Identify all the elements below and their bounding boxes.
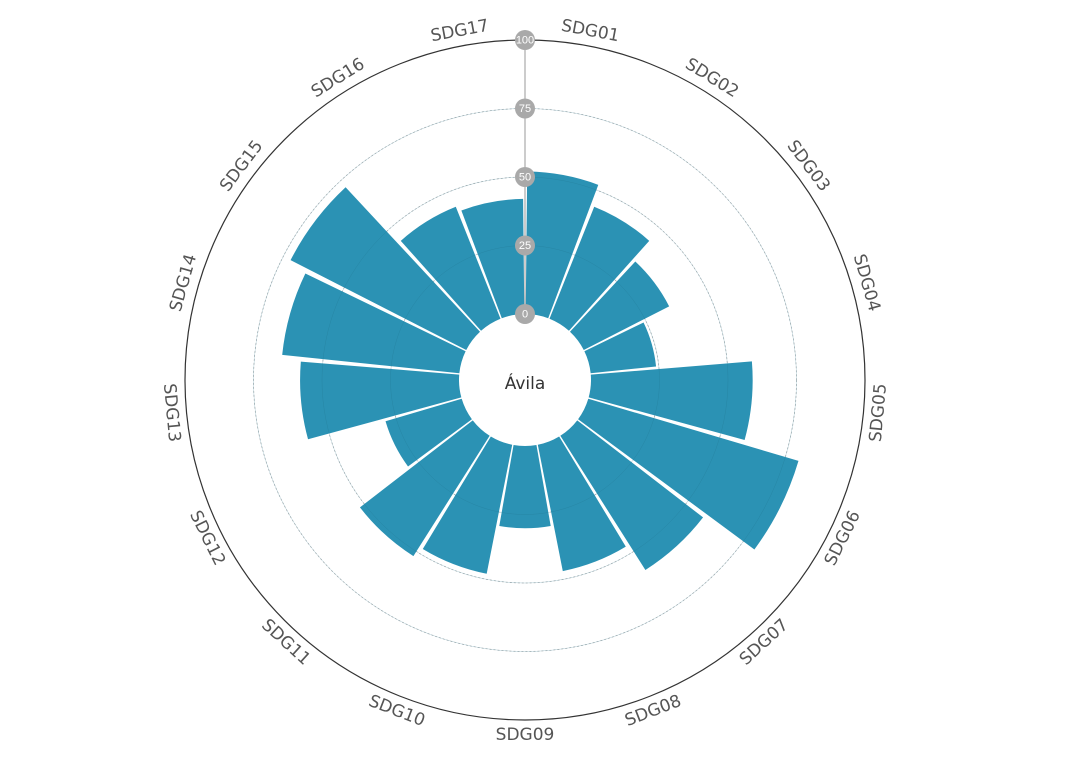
category-label-sdg03: SDG03 <box>783 137 834 196</box>
category-label-sdg07: SDG07 <box>736 615 793 669</box>
category-label-sdg12: SDG12 <box>185 508 229 569</box>
bar-sdg14 <box>282 273 466 374</box>
tick-label-0: 0 <box>522 308 528 320</box>
category-label-sdg02: SDG02 <box>682 54 742 102</box>
tick-badge-0 <box>515 304 535 324</box>
tick-badge-50 <box>515 167 535 187</box>
bar-sdg10 <box>422 436 513 574</box>
bar-sdg01 <box>525 171 599 319</box>
category-label-sdg10: SDG10 <box>366 691 428 731</box>
bar-sdg11 <box>359 420 490 557</box>
category-label-sdg05: SDG05 <box>866 383 891 443</box>
bar-sdg03 <box>569 261 670 350</box>
bar-layer <box>253 108 799 652</box>
bar-sdg06 <box>578 398 799 550</box>
grid-circle-75 <box>253 108 797 652</box>
bar-sdg15 <box>290 187 481 350</box>
bar-sdg04 <box>584 322 657 374</box>
tick-badge-25 <box>515 235 535 256</box>
bar-sdg12 <box>385 398 472 467</box>
bar-sdg16 <box>400 206 501 331</box>
category-label-sdg01: SDG01 <box>560 16 621 46</box>
center-label: Ávila <box>505 372 546 394</box>
bar-sdg02 <box>549 206 650 331</box>
tick-badge-75 <box>515 98 535 119</box>
bar-sdg05 <box>588 361 753 441</box>
bar-sdg07 <box>560 420 704 570</box>
category-label-sdg09: SDG09 <box>496 725 555 745</box>
bar-sdg17 <box>461 198 525 319</box>
category-label-sdg14: SDG14 <box>166 252 201 314</box>
bar-sdg13 <box>300 361 462 440</box>
category-label-sdg11: SDG11 <box>257 615 314 669</box>
category-label-sdg08: SDG08 <box>622 691 684 731</box>
category-label-sdg13: SDG13 <box>159 383 184 443</box>
axis-layer: 0 25 50 75 100 <box>515 30 535 324</box>
category-label-sdg04: SDG04 <box>849 252 884 314</box>
category-label-sdg16: SDG16 <box>308 54 368 102</box>
category-label-sdg06: SDG06 <box>821 508 865 569</box>
tick-badge-100 <box>515 30 535 50</box>
bar-sdg08 <box>537 436 626 572</box>
tick-label-100: 100 <box>516 34 534 46</box>
bar-sdg09 <box>499 444 551 529</box>
tick-label-25: 25 <box>519 240 531 252</box>
category-label-sdg17: SDG17 <box>429 16 490 46</box>
tick-label-75: 75 <box>519 103 531 115</box>
tick-label-50: 50 <box>519 171 531 183</box>
category-label-sdg15: SDG15 <box>216 137 267 196</box>
